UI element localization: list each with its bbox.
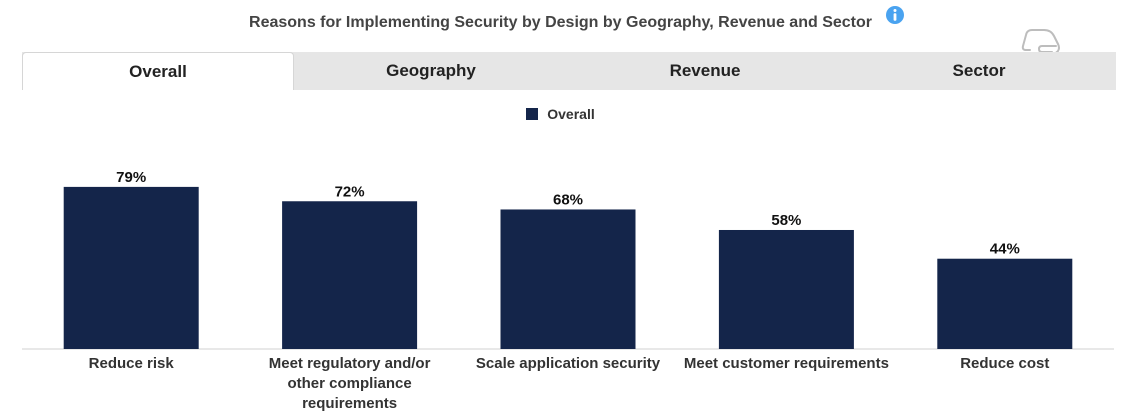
data-label-1: 72%: [335, 183, 365, 200]
tab-overall[interactable]: Overall: [22, 52, 294, 90]
data-label-2: 68%: [553, 191, 583, 208]
data-label-4: 44%: [990, 241, 1020, 258]
bar-0[interactable]: [63, 186, 199, 349]
legend-label-overall: Overall: [547, 106, 595, 122]
x-tick-label-4: Reduce cost: [960, 355, 1049, 372]
bar-1[interactable]: [282, 201, 418, 349]
tab-sector[interactable]: Sector: [952, 61, 1006, 80]
data-label-0: 79%: [116, 169, 146, 186]
x-tick-label-0: Reduce risk: [89, 355, 175, 372]
hand-pointer-icon: [1021, 29, 1060, 61]
legend: Overall: [0, 106, 1121, 122]
x-tick-label-1: Meet regulatory and/or other compliance re…: [269, 355, 431, 412]
bar-3[interactable]: [718, 229, 854, 349]
tab-revenue[interactable]: Revenue: [669, 61, 741, 80]
bar-4[interactable]: [937, 258, 1073, 349]
x-tick-label-2: Scale application security: [476, 355, 661, 372]
info-icon[interactable]: [885, 5, 905, 25]
x-tick-label-3: Meet customer requirements: [684, 355, 889, 372]
chart-title: Reasons for Implementing Security by Des…: [249, 14, 872, 31]
data-label-3: 58%: [771, 212, 801, 229]
bar-2[interactable]: [500, 209, 636, 349]
tab-bar: Overall Geography Revenue Sector: [22, 52, 1116, 90]
tab-geography[interactable]: Geography: [386, 61, 476, 80]
legend-swatch-overall: [526, 108, 539, 120]
